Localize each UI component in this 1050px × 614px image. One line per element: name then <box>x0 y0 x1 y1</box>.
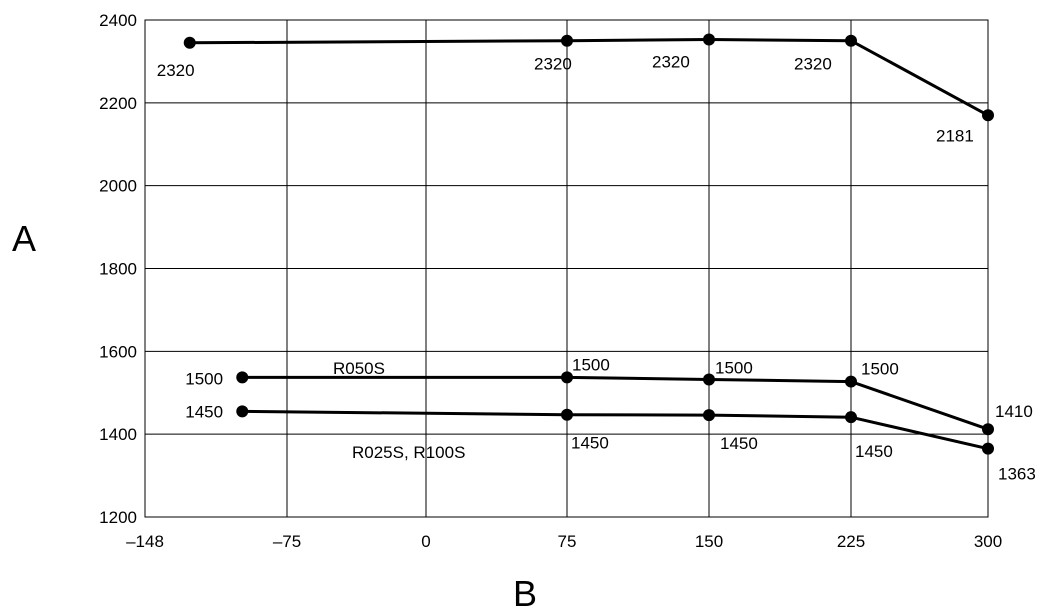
y-axis-title: A <box>12 218 36 259</box>
y-tick-label: 2400 <box>99 11 137 30</box>
data-point <box>845 411 857 424</box>
series-line-2 <box>242 375 989 431</box>
series-line-1 <box>189 37 989 117</box>
data-point <box>236 371 249 384</box>
data-label: 1500 <box>185 369 223 388</box>
data-point <box>982 109 994 122</box>
y-tick-label: 1800 <box>99 260 137 279</box>
data-label: 1500 <box>861 360 899 379</box>
x-tick-label: 300 <box>974 532 1002 551</box>
x-tick-label: 150 <box>695 532 723 551</box>
plot-frame <box>144 19 989 518</box>
data-point <box>703 409 715 422</box>
y-tick-labels: 1200 1400 1600 1800 2000 2200 2400 <box>99 11 137 527</box>
series-name-label: R025S, R100S <box>352 443 465 462</box>
series-name-label: R050S <box>333 359 385 378</box>
y-tick-label: 1400 <box>99 425 137 444</box>
data-label: 1450 <box>855 442 893 461</box>
data-label: 2320 <box>794 55 832 74</box>
data-point <box>982 442 994 455</box>
data-label: 2320 <box>534 55 572 74</box>
data-label: 1450 <box>185 402 223 421</box>
data-label: 1500 <box>715 358 753 377</box>
data-point <box>703 373 715 386</box>
data-point <box>236 405 249 418</box>
data-labels: 2320 2320 2320 2320 2181 1500 1500 1500 1500 1410… <box>157 52 1036 483</box>
grid <box>145 20 988 517</box>
data-label: 1363 <box>998 465 1036 484</box>
y-tick-label: 1600 <box>99 342 137 361</box>
data-point <box>183 36 196 49</box>
data-point <box>561 371 573 384</box>
x-tick-label: –75 <box>273 532 301 551</box>
x-tick-labels: –148 –75 0 75 150 225 300 <box>126 532 1002 551</box>
data-label: 2320 <box>157 61 195 80</box>
x-tick-label: 0 <box>421 532 430 551</box>
y-tick-label: 1200 <box>99 508 137 527</box>
data-label: 1500 <box>572 355 610 374</box>
data-label: 2320 <box>652 52 690 71</box>
series <box>183 33 994 455</box>
data-point <box>561 408 573 421</box>
x-axis-title: B <box>513 573 537 614</box>
x-tick-label: 75 <box>558 532 577 551</box>
data-label: 1450 <box>571 434 609 453</box>
data-point <box>982 423 994 436</box>
x-tick-label: –148 <box>126 532 164 551</box>
y-tick-label: 2000 <box>99 177 137 196</box>
x-tick-label: 225 <box>837 532 865 551</box>
data-point <box>845 375 857 388</box>
data-label: 1450 <box>720 434 758 453</box>
data-label: 2181 <box>936 126 974 145</box>
data-point <box>561 34 573 47</box>
data-label: 1410 <box>995 402 1033 421</box>
y-tick-label: 2200 <box>99 94 137 113</box>
data-point <box>845 34 857 47</box>
data-point <box>703 33 715 46</box>
